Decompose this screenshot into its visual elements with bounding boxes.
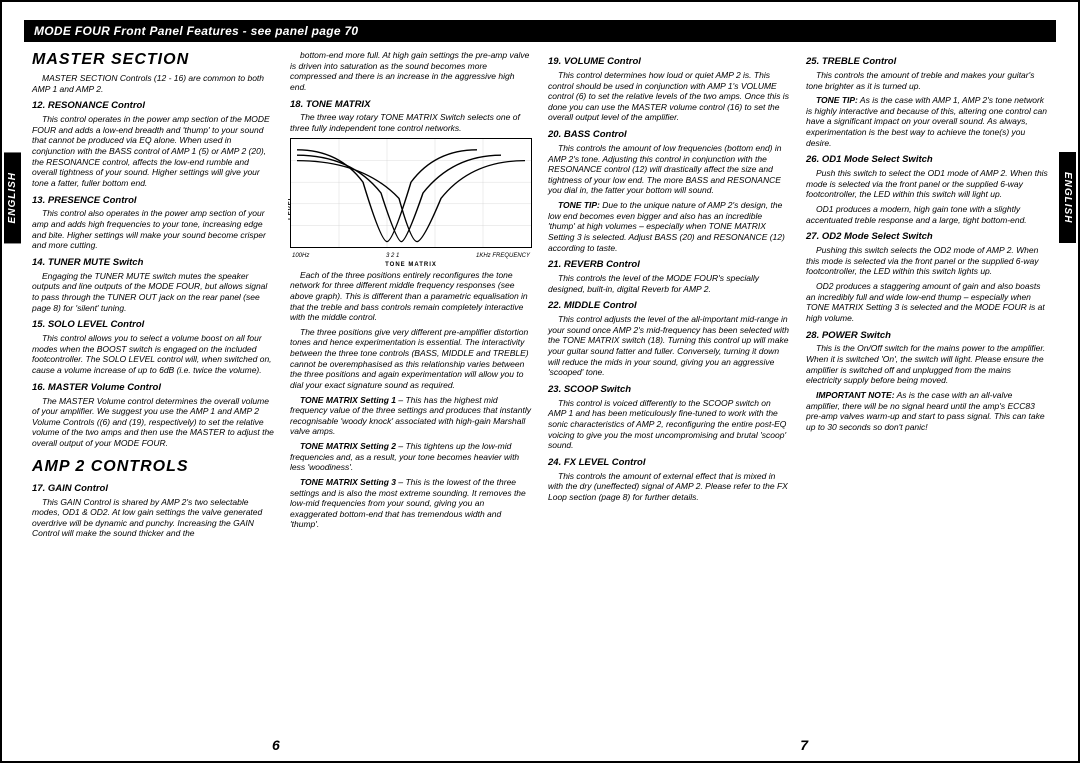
- tm2h: TONE MATRIX Setting 2: [300, 441, 396, 451]
- tm1h: TONE MATRIX Setting 1: [300, 395, 396, 405]
- column-3: 19. VOLUME Control This control determin…: [540, 50, 798, 543]
- p27a: Pushing this switch selects the OD2 mode…: [806, 245, 1048, 277]
- page-number-left: 6: [272, 737, 280, 753]
- p27b: OD2 produces a staggering amount of gain…: [806, 281, 1048, 324]
- p16: The MASTER Volume control determines the…: [32, 396, 274, 449]
- p24: This controls the amount of external eff…: [548, 471, 790, 503]
- column-2: bottom-end more full. At high gain setti…: [282, 50, 540, 543]
- h16: 16. MASTER Volume Control: [32, 382, 274, 394]
- h21: 21. REVERB Control: [548, 259, 790, 271]
- noteh: IMPORTANT NOTE:: [816, 390, 895, 400]
- tip20h: TONE TIP:: [558, 200, 600, 210]
- tone-matrix-graph-wrap: LEVEL 100Hz 3 2 1 1KHz FREQUENCY: [290, 138, 532, 270]
- tip25: TONE TIP: As is the case with AMP 1, AMP…: [806, 95, 1048, 148]
- xlabel-mid: 3 2 1: [386, 253, 399, 261]
- h27: 27. OD2 Mode Select Switch: [806, 231, 1048, 243]
- p18a: The three way rotary TONE MATRIX Switch …: [290, 112, 532, 133]
- p14: Engaging the TUNER MUTE switch mutes the…: [32, 271, 274, 314]
- h22: 22. MIDDLE Control: [548, 300, 790, 312]
- tm3h: TONE MATRIX Setting 3: [300, 477, 396, 487]
- p26a: Push this switch to select the OD1 mode …: [806, 168, 1048, 200]
- graph-xlabels: 100Hz 3 2 1 1KHz FREQUENCY: [290, 252, 532, 262]
- side-tab-left: ENGLISH: [4, 152, 21, 243]
- side-tab-right: ENGLISH: [1059, 152, 1076, 243]
- tip25h: TONE TIP:: [816, 95, 858, 105]
- p28: This is the On/Off switch for the mains …: [806, 343, 1048, 386]
- xlabel-right: 1KHz FREQUENCY: [476, 253, 530, 261]
- tm3: TONE MATRIX Setting 3 – This is the lowe…: [290, 477, 532, 530]
- tm1: TONE MATRIX Setting 1 – This has the hig…: [290, 395, 532, 438]
- master-intro: MASTER SECTION Controls (12 - 16) are co…: [32, 73, 274, 94]
- p22: This control adjusts the level of the al…: [548, 314, 790, 378]
- h24: 24. FX LEVEL Control: [548, 457, 790, 469]
- column-4: 25. TREBLE Control This controls the amo…: [798, 50, 1056, 543]
- column-1: MASTER SECTION MASTER SECTION Controls (…: [24, 50, 282, 543]
- p17-cont: bottom-end more full. At high gain setti…: [290, 50, 532, 93]
- h26: 26. OD1 Mode Select Switch: [806, 154, 1048, 166]
- p26b: OD1 produces a modern, high gain tone wi…: [806, 204, 1048, 225]
- p23: This control is voiced differently to th…: [548, 398, 790, 451]
- p18c: The three positions give very different …: [290, 327, 532, 391]
- p13: This control also operates in the power …: [32, 208, 274, 251]
- p25: This controls the amount of treble and m…: [806, 70, 1048, 91]
- h12: 12. RESONANCE Control: [32, 100, 274, 112]
- header-bar: MODE FOUR Front Panel Features - see pan…: [24, 20, 1056, 42]
- note: IMPORTANT NOTE: As is the case with an a…: [806, 390, 1048, 433]
- h15: 15. SOLO LEVEL Control: [32, 319, 274, 331]
- h25: 25. TREBLE Control: [806, 56, 1048, 68]
- h17: 17. GAIN Control: [32, 483, 274, 495]
- h14: 14. TUNER MUTE Switch: [32, 257, 274, 269]
- xlabel-left: 100Hz: [292, 253, 309, 261]
- p15: This control allows you to select a volu…: [32, 333, 274, 376]
- tone-matrix-graph: [290, 138, 532, 248]
- h23: 23. SCOOP Switch: [548, 384, 790, 396]
- amp2-title: AMP 2 CONTROLS: [32, 457, 274, 477]
- p12: This control operates in the power amp s…: [32, 114, 274, 188]
- tip20: TONE TIP: Due to the unique nature of AM…: [548, 200, 790, 253]
- content-columns: MASTER SECTION MASTER SECTION Controls (…: [2, 50, 1078, 543]
- h20: 20. BASS Control: [548, 129, 790, 141]
- p17: This GAIN Control is shared by AMP 2's t…: [32, 497, 274, 540]
- p19: This control determines how loud or quie…: [548, 70, 790, 123]
- tm2: TONE MATRIX Setting 2 – This tightens up…: [290, 441, 532, 473]
- graph-caption: TONE MATRIX: [290, 262, 532, 270]
- p20: This controls the amount of low frequenc…: [548, 143, 790, 196]
- h28: 28. POWER Switch: [806, 330, 1048, 342]
- master-section-title: MASTER SECTION: [32, 50, 274, 70]
- h19: 19. VOLUME Control: [548, 56, 790, 68]
- p21: This controls the level of the MODE FOUR…: [548, 273, 790, 294]
- h13: 13. PRESENCE Control: [32, 195, 274, 207]
- page-number-right: 7: [800, 737, 808, 753]
- h18: 18. TONE MATRIX: [290, 99, 532, 111]
- p18b: Each of the three positions entirely rec…: [290, 270, 532, 323]
